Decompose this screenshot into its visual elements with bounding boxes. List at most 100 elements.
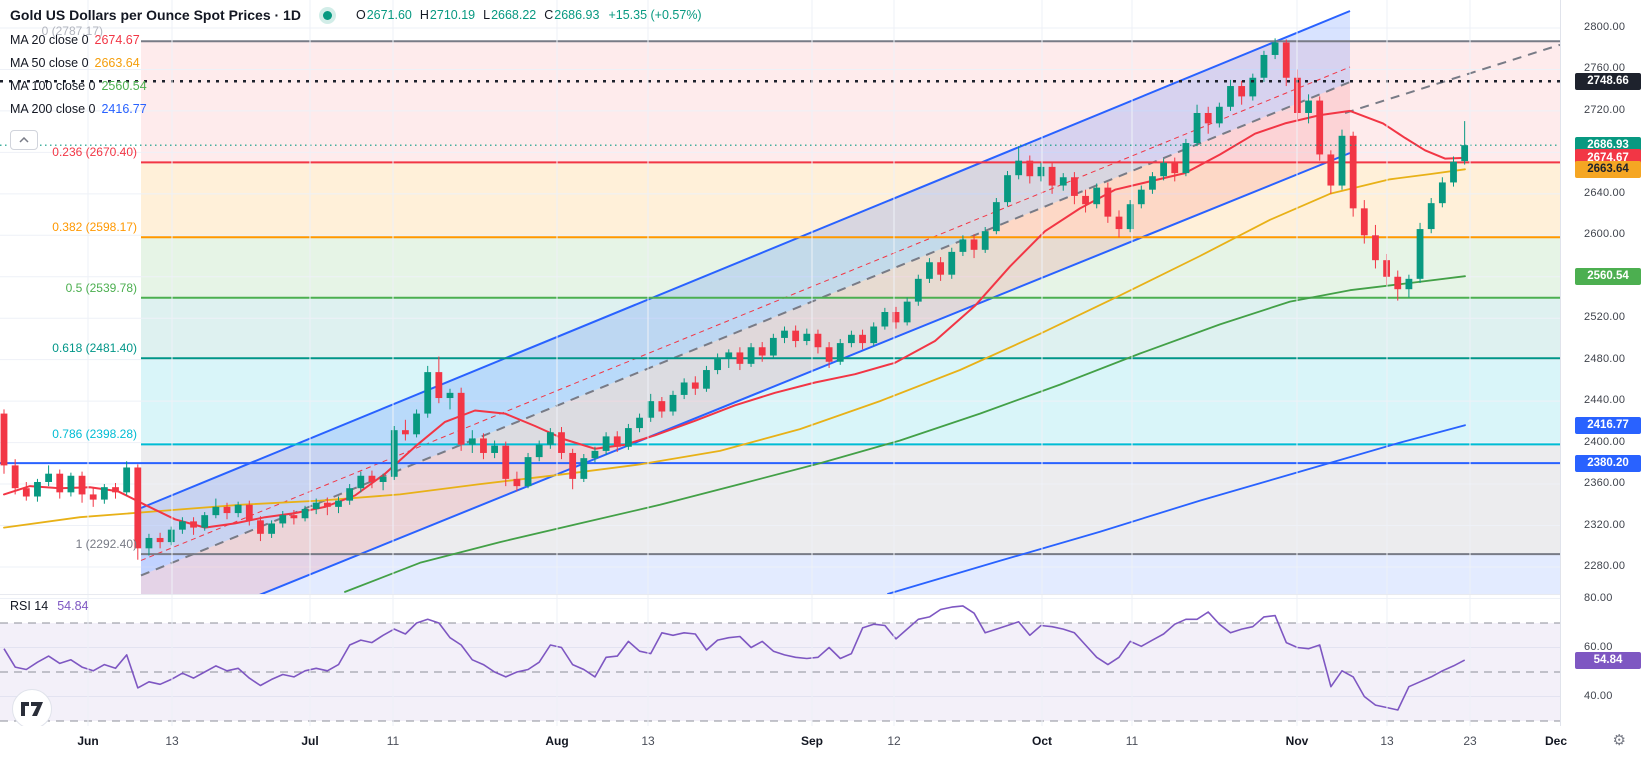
candle-body[interactable] [647, 401, 655, 418]
candle-body[interactable] [346, 488, 354, 501]
candle-body[interactable] [312, 502, 320, 509]
trend-extension-line[interactable] [1344, 43, 1560, 114]
candle-body[interactable] [1271, 42, 1279, 55]
candle-body[interactable] [1160, 162, 1167, 177]
candle-body[interactable] [190, 521, 197, 528]
rsi-indicator-pane[interactable] [0, 598, 1560, 722]
candle-body[interactable] [881, 312, 889, 327]
candle-body[interactable] [1450, 161, 1457, 183]
candle-body[interactable] [179, 521, 186, 530]
candle-body[interactable] [970, 239, 978, 250]
candle-body[interactable] [268, 523, 275, 534]
candle-body[interactable] [1416, 229, 1424, 279]
legend-row-ma200[interactable]: MA 200 close 0 2416.77 [10, 97, 147, 120]
candle-body[interactable] [769, 337, 777, 356]
candle-body[interactable] [1015, 160, 1023, 176]
candle-body[interactable] [513, 478, 521, 487]
candle-body[interactable] [1282, 42, 1290, 78]
candle-body[interactable] [926, 262, 933, 279]
candle-body[interactable] [914, 278, 922, 302]
candle-body[interactable] [413, 413, 420, 435]
candle-body[interactable] [1126, 204, 1134, 230]
candle-body[interactable] [1349, 135, 1357, 209]
candle-body[interactable] [1338, 135, 1346, 186]
candle-body[interactable] [1004, 175, 1011, 203]
candle-body[interactable] [245, 504, 253, 521]
candle-body[interactable] [725, 352, 733, 358]
candle-body[interactable] [680, 382, 688, 395]
candle-body[interactable] [1204, 112, 1212, 124]
pane-divider[interactable] [0, 594, 1560, 595]
regression-channel[interactable] [140, 10, 1351, 643]
candle-body[interactable] [22, 488, 30, 497]
candle-body[interactable] [602, 436, 610, 451]
candle-body[interactable] [290, 515, 298, 519]
candle-body[interactable] [658, 401, 666, 412]
candle-body[interactable] [758, 347, 766, 356]
candle-body[interactable] [1372, 235, 1379, 261]
candle-body[interactable] [502, 445, 510, 479]
candle-body[interactable] [145, 537, 153, 549]
candle-body[interactable] [1193, 112, 1201, 144]
price-axis[interactable]: 2800.00 2760.00 2720.00 2640.00 2600.00 2520.… [1560, 0, 1642, 726]
candle-body[interactable] [1026, 160, 1034, 177]
legend-row-ma20[interactable]: MA 20 close 0 2674.67 [10, 28, 147, 51]
candle-body[interactable] [100, 487, 108, 500]
candle-body[interactable] [67, 475, 75, 493]
candle-body[interactable] [34, 481, 41, 497]
candle-body[interactable] [134, 467, 142, 549]
candle-body[interactable] [480, 438, 487, 453]
candle-body[interactable] [45, 473, 52, 482]
candle-body[interactable] [825, 347, 833, 362]
candle-body[interactable] [546, 432, 554, 445]
candles-layer[interactable] [0, 38, 1469, 560]
market-status-icon[interactable] [322, 10, 332, 20]
channel-top-line[interactable] [140, 10, 1351, 509]
candle-body[interactable] [814, 333, 822, 348]
candle-body[interactable] [1327, 154, 1335, 186]
candle-body[interactable] [1071, 177, 1078, 196]
rsi-legend[interactable]: RSI 14 54.84 [10, 599, 89, 613]
candle-body[interactable] [368, 475, 376, 482]
candle-body[interactable] [580, 458, 588, 479]
candle-body[interactable] [301, 508, 309, 519]
candle-body[interactable] [892, 312, 900, 323]
candle-body[interactable] [870, 326, 878, 344]
channel-median-line[interactable] [140, 81, 1351, 577]
candle-body[interactable] [1438, 182, 1446, 204]
candle-body[interactable] [323, 502, 331, 507]
legend-row-ma50[interactable]: MA 50 close 0 2663.64 [10, 51, 147, 74]
candle-body[interactable] [491, 445, 498, 453]
candle-body[interactable] [591, 450, 599, 459]
candle-body[interactable] [1149, 176, 1156, 190]
candle-body[interactable] [390, 430, 398, 477]
candle-body[interactable] [937, 262, 944, 275]
candle-body[interactable] [89, 494, 97, 500]
candle-body[interactable] [836, 343, 844, 362]
candle-body[interactable] [212, 506, 220, 516]
candle-body[interactable] [1238, 86, 1246, 97]
candle-body[interactable] [1260, 54, 1268, 78]
candle-body[interactable] [703, 370, 710, 389]
ma20-line[interactable] [3, 109, 1466, 529]
candle-body[interactable] [981, 231, 989, 250]
ma50-line[interactable] [3, 168, 1466, 529]
candle-body[interactable] [1048, 166, 1056, 186]
candle-body[interactable] [1405, 278, 1413, 290]
candle-body[interactable] [11, 465, 19, 489]
candle-body[interactable] [714, 357, 721, 371]
ma200-line[interactable] [887, 424, 1466, 594]
legend-collapse-button[interactable] [10, 130, 38, 150]
ma100-line[interactable] [344, 275, 1466, 593]
candle-body[interactable] [424, 372, 432, 414]
candle-body[interactable] [357, 475, 365, 489]
candle-body[interactable] [792, 330, 800, 342]
candle-body[interactable] [1305, 100, 1312, 113]
candle-body[interactable] [1394, 276, 1402, 290]
candle-body[interactable] [625, 428, 632, 447]
candle-body[interactable] [1059, 177, 1067, 186]
candle-body[interactable] [379, 476, 387, 482]
candle-body[interactable] [1360, 208, 1368, 236]
candle-body[interactable] [1182, 143, 1190, 174]
